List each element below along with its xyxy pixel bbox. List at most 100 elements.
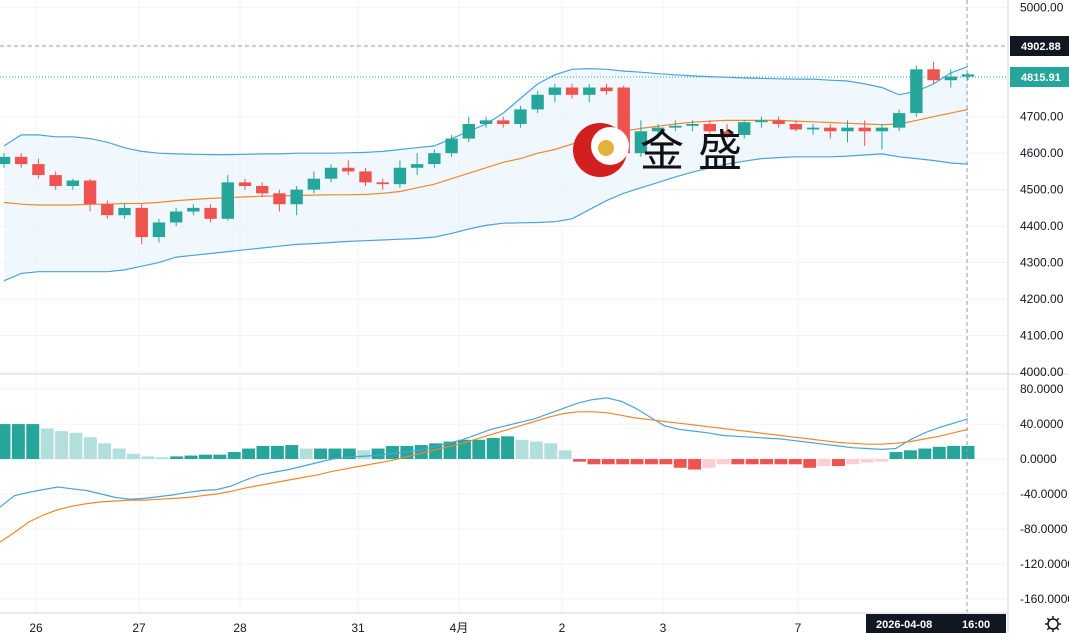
candle (221, 175, 234, 221)
candle (789, 120, 803, 132)
macd-histogram-bar (817, 459, 831, 467)
candle (83, 178, 97, 212)
candle (49, 171, 62, 190)
macd-histogram-bar (213, 454, 227, 460)
macd-histogram-bar (803, 459, 817, 468)
macd-histogram-bar (342, 448, 356, 460)
candle (858, 120, 871, 146)
macd-histogram-bar (630, 459, 644, 465)
macd-tick-label: 40.0000 (1020, 417, 1064, 431)
jinsheng-logo: 金 盛 (573, 123, 742, 177)
macd-histogram-bar (731, 459, 745, 465)
candle (462, 116, 475, 143)
crosshair-price-label: 4902.88 (1021, 41, 1061, 53)
macd-histogram-bar (616, 459, 630, 465)
macd-histogram-bar (170, 456, 184, 460)
candle (824, 124, 837, 139)
bollinger-fill (4, 66, 968, 281)
candle (324, 164, 338, 183)
time-tick-label: 27 (132, 621, 146, 633)
macd-histogram-bar (155, 457, 169, 460)
gear-icon[interactable] (1045, 616, 1061, 632)
candle (669, 120, 682, 132)
macd-histogram-bar (40, 428, 54, 460)
macd-histogram-bar (774, 459, 788, 465)
current-price-label: 4815.91 (1021, 72, 1061, 84)
macd-tick-label: -80.0000 (1020, 522, 1068, 536)
candle (738, 120, 751, 139)
macd-histogram-bar (846, 459, 860, 465)
candle (944, 69, 957, 88)
macd-histogram-bar (285, 445, 299, 460)
macd-histogram-bar (98, 443, 112, 460)
candle (651, 124, 665, 139)
macd-histogram-bar (644, 459, 658, 465)
logo-gold-dot (598, 140, 614, 156)
macd-histogram-bar (127, 453, 140, 460)
candle (583, 83, 596, 103)
candle (0, 153, 11, 168)
candle (15, 153, 28, 168)
candle (410, 153, 424, 176)
crosshair-date-label: 2026-04-08 (876, 619, 932, 631)
candle (927, 62, 940, 84)
time-axis[interactable]: 26 27 28 31 4月 2 3 7 (0, 612, 1008, 633)
time-tick-label: 4月 (450, 621, 469, 633)
candle (428, 149, 441, 168)
macd-histogram-bar (544, 443, 558, 460)
macd-tick-label: 0.0000 (1020, 452, 1057, 466)
price-tick-label: 4500.00 (1020, 183, 1064, 197)
macd-histogram-bar (903, 450, 917, 460)
candle (514, 105, 527, 128)
candle (703, 120, 716, 135)
macd-histogram-bar (659, 459, 673, 465)
macd-histogram-bar (256, 445, 270, 460)
time-tick-label: 7 (795, 621, 802, 633)
macd-tick-label: -120.0000 (1020, 557, 1069, 571)
bollinger-band-area (3, 65, 969, 282)
candle (187, 204, 200, 216)
candle (910, 65, 923, 117)
candle (238, 178, 252, 190)
time-tick-label: 26 (29, 621, 43, 633)
candle (273, 189, 286, 212)
price-axis[interactable]: 5000.00 4700.00 4600.00 4500.00 4400.00 4300.… (1020, 0, 1069, 606)
candle (531, 91, 544, 114)
candle (565, 83, 579, 99)
candle (290, 186, 303, 216)
price-tick-label: 4300.00 (1020, 256, 1064, 270)
macd-histogram-bar (702, 459, 716, 468)
macd-histogram-bar (860, 459, 874, 463)
time-tick-label: 28 (233, 621, 247, 633)
candle (135, 204, 148, 245)
macd-histogram-bar (688, 459, 702, 470)
macd-tick-label: -160.0000 (1020, 592, 1069, 606)
price-tick-label: 4700.00 (1020, 110, 1064, 124)
macd-histogram-bar (11, 424, 25, 460)
crosshair-time-label: 16:00 (962, 619, 990, 631)
macd-histogram-bar (270, 445, 284, 460)
macd-histogram-bar (184, 455, 198, 460)
macd-histogram-bar (760, 459, 774, 465)
candle (66, 178, 80, 190)
candle (686, 120, 699, 132)
macd-histogram-bar (918, 448, 932, 460)
bollinger-lower-line (3, 153, 969, 282)
macd-histogram-bar (0, 424, 11, 460)
macd-histogram-bar (357, 450, 371, 460)
price-tick-label: 4400.00 (1020, 219, 1064, 233)
candle (548, 83, 562, 103)
macd-histogram-bar (83, 437, 97, 460)
candle (875, 124, 889, 150)
macd-histogram-bar (716, 459, 730, 465)
candle (256, 182, 269, 197)
macd-histogram-bar (515, 439, 529, 460)
price-tick-label: 4000.00 (1020, 365, 1064, 379)
candle (961, 72, 975, 81)
macd-histogram-bar (299, 448, 313, 460)
candle (393, 160, 407, 188)
time-tick-label: 2 (559, 621, 566, 633)
macd-histogram-bar (386, 445, 399, 460)
candle (204, 204, 217, 223)
